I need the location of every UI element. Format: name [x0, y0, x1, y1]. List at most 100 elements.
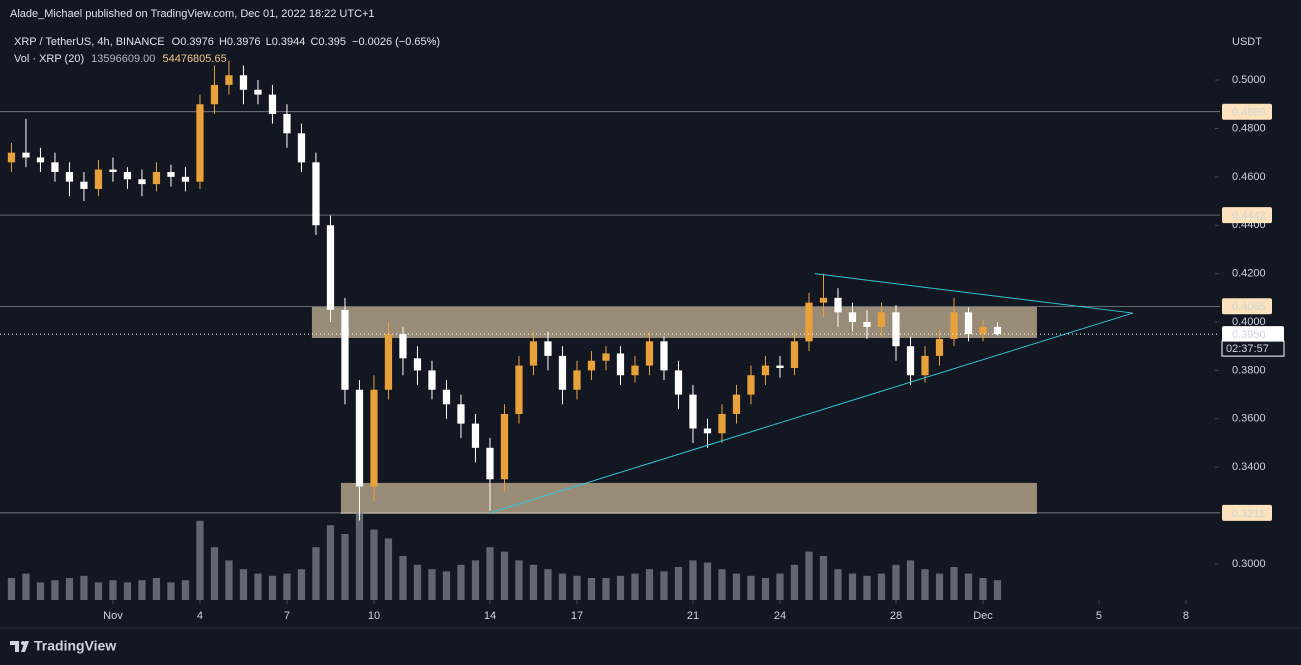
- candle-body: [196, 104, 204, 182]
- candle-body: [181, 176, 190, 182]
- trendline: [489, 312, 1134, 514]
- volume-bar: [877, 573, 886, 600]
- volume-bar: [544, 569, 552, 600]
- brand: TradingView: [34, 638, 116, 654]
- volume-bar: [500, 551, 509, 600]
- level-label: 0.4442: [1232, 210, 1266, 222]
- candle-body: [819, 297, 828, 303]
- candle-body: [326, 225, 335, 310]
- ohlc-letter: L: [266, 36, 272, 48]
- volume-bar: [761, 578, 770, 600]
- candle-body: [7, 152, 16, 163]
- volume-bar: [718, 569, 726, 600]
- volume-bar: [616, 575, 625, 600]
- volume-bar: [239, 569, 248, 600]
- candle-body: [442, 389, 451, 405]
- volume-bar: [529, 564, 538, 600]
- candle-body: [645, 341, 654, 366]
- ohlc-value: 0.3976: [227, 36, 261, 48]
- ohlc-letter: O: [172, 36, 181, 48]
- volume-bar: [7, 578, 16, 600]
- volume-bar: [80, 575, 88, 600]
- volume-bar: [152, 578, 161, 600]
- volume-bar: [805, 551, 813, 600]
- level-label-box: [1222, 103, 1272, 120]
- change: −0.0026 (−0.65%): [352, 36, 440, 48]
- volume-bar: [341, 534, 349, 600]
- volume-bar: [297, 569, 306, 600]
- y-tick-label: 0.3400: [1232, 461, 1266, 473]
- trendline: [814, 273, 1133, 314]
- volume-bar: [515, 560, 523, 600]
- candle-body: [776, 365, 784, 368]
- x-tick-label: 28: [890, 610, 902, 622]
- candle-body: [471, 423, 480, 448]
- volume-bar: [631, 573, 639, 600]
- x-tick-label: Nov: [103, 610, 123, 622]
- volume-bar: [326, 525, 335, 600]
- volume-bar: [181, 580, 190, 600]
- volume-bar: [109, 580, 117, 600]
- ohlc-value: 0.395: [318, 36, 346, 48]
- y-tick-label: 0.3000: [1232, 558, 1266, 570]
- volume-bar: [428, 569, 436, 600]
- y-tick-label: 0.4200: [1232, 268, 1266, 280]
- volume-bar: [196, 520, 204, 600]
- ohlc-letter: C: [310, 36, 318, 48]
- x-tick-label: 10: [368, 610, 380, 622]
- candle-body: [312, 162, 320, 226]
- x-tick-label: 14: [484, 610, 496, 622]
- volume-bar: [906, 560, 915, 600]
- volume-bar: [123, 582, 132, 600]
- candle-body: [254, 89, 262, 95]
- candle-body: [283, 113, 291, 134]
- candle-body: [689, 394, 697, 429]
- volume-bar: [254, 573, 262, 600]
- zone: [311, 307, 1037, 338]
- candle-body: [805, 302, 813, 342]
- y-tick-label: 0.4800: [1232, 122, 1266, 134]
- candle-body: [790, 341, 799, 368]
- candle-body: [573, 370, 581, 390]
- volume-bar: [442, 571, 451, 600]
- volume-label: Vol · XRP (20): [14, 53, 84, 65]
- level-label: 0.4065: [1232, 301, 1266, 313]
- y-tick-label: 0.3800: [1232, 364, 1266, 376]
- volume-bar: [312, 547, 320, 600]
- symbol-legend: XRP / TetherUS, 4h, BINANCE O0.3976 H0.3…: [14, 36, 440, 48]
- currency: USDT: [1232, 36, 1262, 48]
- candle-body: [848, 312, 857, 323]
- countdown: 02:37:57: [1226, 343, 1269, 355]
- volume-bar: [935, 573, 944, 600]
- last-price-label: 0.3950: [1232, 329, 1266, 341]
- candle-body: [500, 413, 509, 480]
- candle-body: [167, 172, 175, 177]
- volume-bar: [51, 580, 59, 600]
- volume-bar: [138, 580, 146, 600]
- volume-bar: [167, 582, 175, 600]
- volume-bar: [36, 582, 45, 600]
- candle-body: [370, 389, 378, 487]
- candle-body: [703, 428, 712, 434]
- level-label: 0.3211: [1232, 508, 1265, 520]
- volume-bar: [747, 575, 755, 600]
- candle-body: [138, 179, 146, 185]
- volume-bar: [210, 547, 219, 600]
- volume-bar: [790, 564, 799, 600]
- candle-body: [428, 370, 436, 390]
- volume-bar: [399, 556, 407, 600]
- level-label-box: [1222, 298, 1272, 315]
- volume-bar: [283, 573, 291, 600]
- volume-bar: [921, 569, 929, 600]
- volume-bar: [471, 560, 480, 600]
- volume-bar: [413, 564, 422, 600]
- candle-body: [486, 447, 494, 480]
- x-tick-label: 21: [687, 610, 699, 622]
- volume-bar: [602, 578, 610, 600]
- candle-body: [457, 404, 465, 424]
- volume-bar: [674, 567, 683, 600]
- volume-bar: [558, 573, 567, 600]
- zone: [340, 482, 1037, 514]
- ohlc-value: 0.3944: [272, 36, 306, 48]
